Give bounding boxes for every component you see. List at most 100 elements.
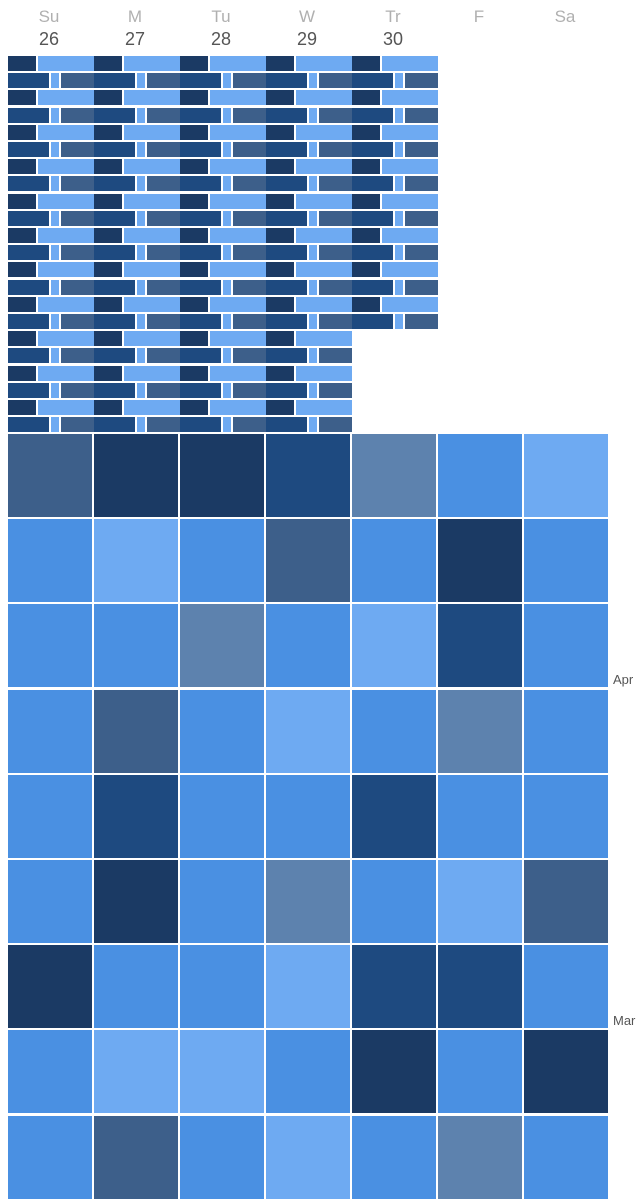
time-block[interactable] [180, 90, 208, 106]
time-block[interactable] [94, 159, 122, 175]
time-block[interactable] [8, 90, 36, 106]
day-cell[interactable] [352, 519, 436, 603]
time-block[interactable] [38, 400, 94, 415]
time-block[interactable] [352, 210, 393, 226]
time-block[interactable] [296, 90, 352, 106]
time-block[interactable] [319, 245, 352, 261]
time-block[interactable] [223, 245, 231, 261]
time-block[interactable] [405, 245, 438, 261]
time-block[interactable] [296, 56, 352, 71]
time-block[interactable] [233, 279, 266, 295]
time-block[interactable] [309, 382, 317, 398]
time-block[interactable] [180, 279, 221, 295]
day-cell[interactable] [524, 1030, 608, 1114]
time-block[interactable] [8, 262, 36, 278]
day-cell[interactable] [266, 774, 350, 858]
time-block[interactable] [124, 124, 180, 140]
time-block[interactable] [266, 245, 307, 261]
time-block[interactable] [137, 142, 145, 157]
day-cell[interactable] [438, 945, 522, 1029]
time-block[interactable] [233, 107, 266, 123]
time-block[interactable] [180, 107, 221, 123]
time-block[interactable] [266, 193, 294, 209]
time-block[interactable] [124, 296, 180, 312]
day-column-tuesday[interactable]: Tu 28 [178, 0, 264, 56]
time-block[interactable] [210, 262, 266, 278]
time-block[interactable] [61, 142, 94, 157]
time-block[interactable] [137, 417, 145, 433]
time-block[interactable] [137, 348, 145, 364]
time-block[interactable] [233, 73, 266, 89]
time-block[interactable] [94, 400, 122, 415]
time-block[interactable] [319, 417, 352, 433]
day-cell[interactable] [438, 860, 522, 943]
time-block[interactable] [147, 245, 180, 261]
time-block[interactable] [352, 142, 393, 157]
time-block[interactable] [309, 73, 317, 89]
time-block[interactable] [296, 331, 352, 347]
day-cell[interactable] [94, 774, 178, 858]
time-block[interactable] [266, 107, 307, 123]
time-block[interactable] [210, 124, 266, 140]
day-cell[interactable] [94, 519, 178, 603]
time-block[interactable] [223, 142, 231, 157]
time-block[interactable] [266, 262, 294, 278]
time-block[interactable] [395, 142, 403, 157]
time-block[interactable] [8, 107, 49, 123]
time-block[interactable] [296, 365, 352, 381]
time-block[interactable] [319, 210, 352, 226]
day-cell[interactable] [438, 689, 522, 773]
time-block[interactable] [38, 296, 94, 312]
day-cell[interactable] [180, 689, 264, 773]
day-cell[interactable] [94, 1030, 178, 1114]
time-block[interactable] [352, 245, 393, 261]
day-cell[interactable] [524, 945, 608, 1029]
time-block[interactable] [180, 314, 221, 329]
time-block[interactable] [61, 417, 94, 433]
time-block[interactable] [319, 314, 352, 329]
time-block[interactable] [61, 348, 94, 364]
time-block[interactable] [266, 73, 307, 89]
time-block[interactable] [38, 262, 94, 278]
time-block[interactable] [147, 107, 180, 123]
time-block[interactable] [180, 73, 221, 89]
day-cell[interactable] [352, 604, 436, 688]
time-block[interactable] [266, 90, 294, 106]
time-block[interactable] [382, 159, 438, 175]
time-block[interactable] [319, 142, 352, 157]
time-block[interactable] [180, 245, 221, 261]
time-block[interactable] [309, 245, 317, 261]
time-block[interactable] [266, 56, 294, 71]
day-cell[interactable] [352, 774, 436, 858]
day-cell[interactable] [352, 860, 436, 943]
time-block[interactable] [94, 262, 122, 278]
time-block[interactable] [266, 400, 294, 415]
time-block[interactable] [296, 400, 352, 415]
time-block[interactable] [210, 228, 266, 243]
time-block[interactable] [266, 176, 307, 192]
day-cell[interactable] [180, 1115, 264, 1199]
time-block[interactable] [51, 417, 59, 433]
time-block[interactable] [180, 382, 221, 398]
day-cell[interactable] [94, 689, 178, 773]
time-block[interactable] [61, 245, 94, 261]
time-block[interactable] [180, 193, 208, 209]
time-block[interactable] [124, 400, 180, 415]
day-cell[interactable] [8, 1030, 92, 1114]
time-block[interactable] [137, 176, 145, 192]
time-block[interactable] [38, 56, 94, 71]
time-block[interactable] [124, 262, 180, 278]
day-cell[interactable] [180, 774, 264, 858]
day-cell[interactable] [180, 434, 264, 517]
day-cell[interactable] [524, 434, 608, 517]
time-block[interactable] [405, 210, 438, 226]
time-block[interactable] [124, 331, 180, 347]
time-block[interactable] [180, 348, 221, 364]
time-block[interactable] [61, 279, 94, 295]
day-cell[interactable] [94, 434, 178, 517]
day-cell[interactable] [352, 434, 436, 517]
day-cell[interactable] [266, 1115, 350, 1199]
time-block[interactable] [94, 417, 135, 433]
time-block[interactable] [309, 210, 317, 226]
day-cell[interactable] [352, 1030, 436, 1114]
